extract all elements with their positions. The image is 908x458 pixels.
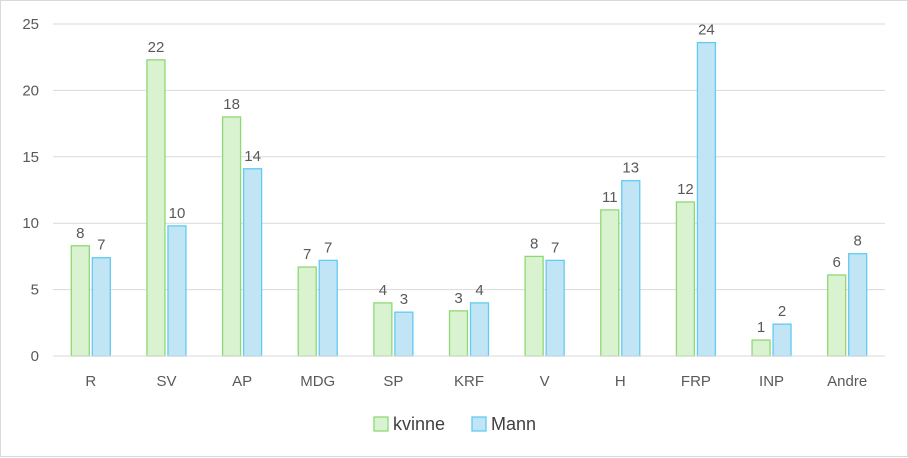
- data-label-kvinne-SP: 4: [379, 282, 387, 299]
- x-tick-label: SP: [383, 373, 403, 390]
- bar-kvinne-Andre: [827, 274, 847, 357]
- bar-Mann-KRF: [469, 302, 490, 357]
- data-label-Mann-KRF: 4: [475, 282, 483, 299]
- data-label-Mann-MDG: 7: [324, 239, 332, 256]
- y-tick-label: 25: [22, 16, 39, 33]
- legend-label-kvinne: kvinne: [393, 414, 445, 434]
- x-tick-label: FRP: [681, 373, 711, 390]
- data-label-Mann-R: 7: [97, 237, 105, 254]
- bar-kvinne-FRP: [675, 201, 696, 357]
- y-tick-label: 5: [31, 282, 39, 299]
- x-tick-label: Andre: [827, 373, 867, 390]
- x-tick-label: AP: [232, 373, 252, 390]
- data-label-kvinne-MDG: 7: [303, 246, 311, 263]
- data-label-kvinne-R: 8: [76, 225, 84, 242]
- data-label-Mann-SV: 10: [169, 205, 186, 222]
- bar-Mann-SP: [394, 311, 414, 357]
- x-tick-label: INP: [759, 373, 784, 390]
- y-tick-label: 15: [22, 149, 39, 166]
- data-label-Mann-FRP: 24: [698, 22, 715, 39]
- bar-Mann-INP: [772, 323, 792, 357]
- legend-swatch-kvinne: [373, 416, 389, 432]
- x-tick-label: R: [85, 373, 96, 390]
- y-tick-label: 10: [22, 215, 39, 232]
- data-label-kvinne-INP: 1: [757, 319, 765, 336]
- bar-Mann-SV: [167, 225, 187, 357]
- bar-Mann-AP: [242, 168, 263, 357]
- x-axis: R SV AP MDG SP KRF V H FRP INP Andre: [53, 355, 885, 390]
- bar-kvinne-INP: [751, 339, 771, 357]
- data-label-kvinne-SV: 22: [148, 39, 165, 56]
- bar-Mann-MDG: [318, 259, 338, 357]
- y-tick-label: 0: [31, 348, 39, 365]
- data-label-kvinne-V: 8: [530, 235, 538, 252]
- x-tick-label: MDG: [300, 373, 335, 390]
- bar-kvinne-R: [70, 245, 90, 357]
- y-axis: 0 5 10 15 20 25: [22, 16, 39, 365]
- bars: [70, 41, 868, 357]
- data-label-kvinne-Andre: 6: [833, 254, 841, 271]
- bar-Mann-V: [545, 259, 565, 357]
- bar-kvinne-AP: [221, 116, 242, 357]
- bar-kvinne-SV: [146, 59, 166, 357]
- x-tick-label: SV: [156, 373, 176, 390]
- data-label-Mann-INP: 2: [778, 303, 786, 320]
- data-label-kvinne-H: 11: [602, 189, 618, 206]
- data-label-Mann-V: 7: [551, 239, 559, 256]
- x-tick-label: KRF: [454, 373, 484, 390]
- legend: kvinne Mann: [373, 414, 536, 434]
- legend-swatch-Mann: [471, 416, 487, 432]
- bar-Mann-FRP: [696, 41, 717, 357]
- y-tick-label: 20: [22, 82, 39, 99]
- data-label-kvinne-AP: 18: [223, 96, 240, 113]
- data-label-Mann-AP: 14: [244, 148, 261, 165]
- data-label-Mann-H: 13: [622, 160, 639, 177]
- bar-kvinne-MDG: [297, 266, 317, 357]
- bar-Mann-R: [91, 257, 111, 357]
- data-label-kvinne-KRF: 3: [454, 290, 462, 307]
- data-label-Mann-Andre: 8: [854, 233, 862, 250]
- legend-label-Mann: Mann: [491, 414, 536, 434]
- x-tick-label: H: [615, 373, 626, 390]
- data-label-Mann-SP: 3: [400, 291, 408, 308]
- bar-kvinne-V: [524, 255, 544, 357]
- data-label-kvinne-FRP: 12: [677, 181, 694, 198]
- bar-kvinne-SP: [373, 302, 393, 357]
- bar-kvinne-H: [600, 209, 620, 357]
- bar-Mann-H: [621, 180, 641, 357]
- x-tick-label: V: [540, 373, 550, 390]
- bar-Mann-Andre: [848, 253, 868, 357]
- bar-kvinne-KRF: [448, 310, 469, 357]
